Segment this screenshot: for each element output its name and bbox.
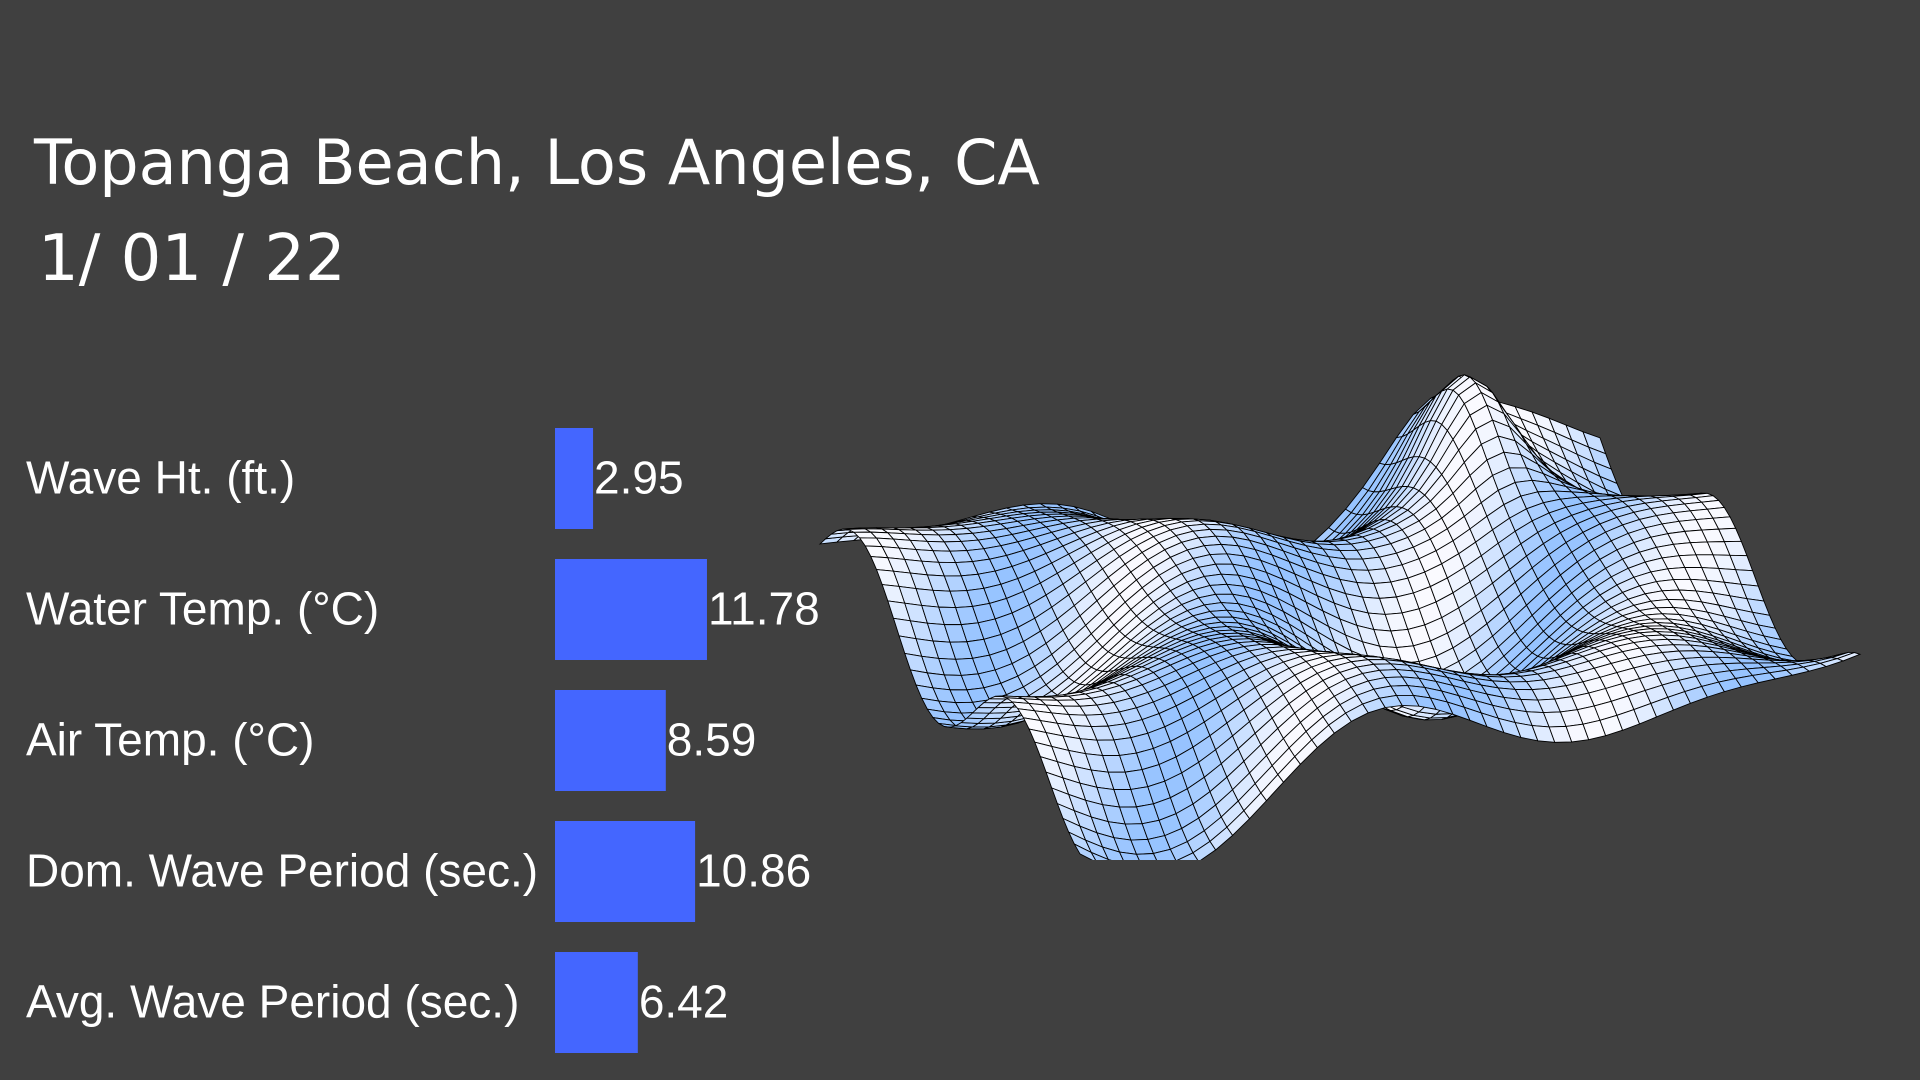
surface-patch <box>1101 846 1124 860</box>
bar-value-label: 10.86 <box>696 845 811 897</box>
bar-value-label: 2.95 <box>594 452 684 504</box>
surface-patch <box>1118 851 1140 860</box>
surface-patch <box>1090 851 1110 860</box>
bar-value-label: 8.59 <box>667 714 757 766</box>
bar-category-label: Water Temp. (°C) <box>26 583 379 635</box>
bar-value-label: 6.42 <box>639 976 729 1028</box>
surface-patch <box>1176 852 1199 860</box>
surface-patch <box>1152 848 1177 860</box>
bar-value-label: 11.78 <box>708 583 820 635</box>
wave-surface-icon <box>818 374 1862 860</box>
bar <box>555 690 666 791</box>
bar <box>555 428 594 529</box>
page-date: 1/ 01 / 22 <box>38 222 346 296</box>
surface-patch <box>1135 853 1158 860</box>
bar <box>555 821 696 922</box>
bar <box>555 952 638 1053</box>
bar-category-label: Avg. Wave Period (sec.) <box>26 976 519 1028</box>
bar-category-label: Wave Ht. (ft.) <box>26 452 295 504</box>
surface-patch <box>1107 858 1112 860</box>
bar-chart: Wave Ht. (ft.) 2.95 Water Temp. (°C) 11.78 A… <box>26 428 820 1053</box>
surface-patch <box>1073 842 1097 860</box>
surface-patch <box>1836 652 1862 662</box>
page-title: Topanga Beach, Los Angeles, CA <box>34 126 1040 199</box>
bar-category-label: Dom. Wave Period (sec.) <box>26 845 538 897</box>
bar <box>555 559 707 660</box>
bar-category-label: Air Temp. (°C) <box>26 714 314 766</box>
